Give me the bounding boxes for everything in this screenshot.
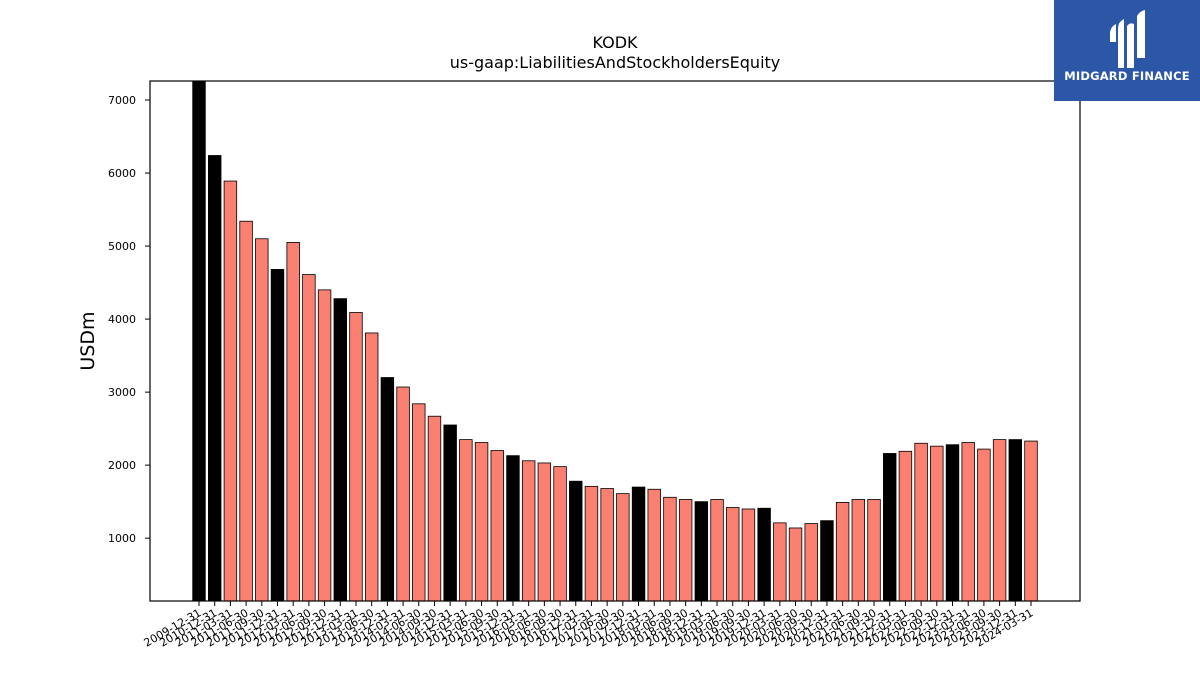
bar-2013-03-31 xyxy=(349,312,363,602)
bar-2015-06-30 xyxy=(474,442,489,602)
bar-2020-06-30 xyxy=(788,527,803,602)
bar-2012-09-30 xyxy=(317,289,332,602)
bar-2019-03-31 xyxy=(710,499,724,602)
bar-2020-12-31 xyxy=(820,520,834,602)
bar-2011-06-30 xyxy=(239,220,253,602)
y-axis: 1000 2000 3000 4000 5000 6000 7000 xyxy=(108,94,150,545)
bar-2023-06-30 xyxy=(977,448,991,602)
bar-2020-09-30 xyxy=(804,523,818,602)
bar-2019-09-30 xyxy=(741,508,756,602)
bar-2023-09-30 xyxy=(992,439,1007,602)
bar-2018-12-31 xyxy=(694,501,709,602)
bar-2018-09-30 xyxy=(678,499,693,602)
bar-2014-03-31 xyxy=(396,386,410,602)
y-tick-label: 5000 xyxy=(108,240,136,253)
bar-2021-12-31 xyxy=(883,453,897,602)
bar-2016-09-30 xyxy=(553,466,567,602)
y-tick-label: 6000 xyxy=(108,167,136,180)
bar-2019-12-31 xyxy=(757,507,771,602)
bar-2015-12-31 xyxy=(506,455,520,602)
bar-2014-12-31 xyxy=(443,424,457,602)
bar-2016-12-31 xyxy=(569,480,583,602)
bar-2011-12-31 xyxy=(270,269,285,602)
brand-name: MIDGARD FINANCE xyxy=(1064,69,1190,83)
y-tick-label: 3000 xyxy=(108,386,136,399)
bar-2023-03-31 xyxy=(961,442,975,602)
bar-2017-03-31 xyxy=(584,485,599,602)
bar-2024-03-31 xyxy=(1024,440,1038,602)
plot-frame xyxy=(149,80,1081,602)
bar-2022-09-30 xyxy=(930,445,944,602)
y-axis-label: USDm xyxy=(77,311,99,370)
bar-2022-03-31 xyxy=(898,450,913,602)
bar-2017-06-30 xyxy=(600,488,614,602)
bar-2015-03-31 xyxy=(459,439,473,602)
bar-2009-12-31 xyxy=(192,80,206,602)
chart-subtitle: us-gaap:LiabilitiesAndStockholdersEquity xyxy=(450,53,781,72)
bar-2011-09-30 xyxy=(255,238,269,602)
bar-2012-06-30 xyxy=(302,274,316,602)
x-axis: 2009-12-312010-12-312011-03-312011-06-30… xyxy=(142,601,1036,650)
bar-2012-12-31 xyxy=(333,298,347,602)
bar-2015-09-30 xyxy=(490,450,504,602)
y-tick-label: 2000 xyxy=(108,459,136,472)
bar-2017-12-31 xyxy=(631,486,646,602)
y-tick-label: 1000 xyxy=(108,532,136,545)
bar-2013-06-30 xyxy=(364,332,379,602)
bar-2016-06-30 xyxy=(537,462,552,602)
bar-2019-06-30 xyxy=(726,507,740,602)
brand-logo: MIDGARD FINANCE xyxy=(1054,0,1200,101)
bar-2021-03-31 xyxy=(835,501,850,602)
bar-2013-12-31 xyxy=(380,377,395,602)
bars-group xyxy=(192,80,1038,602)
bar-2016-03-31 xyxy=(521,460,536,602)
bar-2020-03-31 xyxy=(773,522,787,602)
bar-2012-03-31 xyxy=(286,241,300,602)
bar-2018-03-31 xyxy=(647,488,661,602)
bar-2017-09-30 xyxy=(616,493,630,602)
bar-2010-12-31 xyxy=(207,155,222,602)
bar-2022-12-31 xyxy=(945,444,960,602)
bar-2011-03-31 xyxy=(223,180,238,602)
chart-title: KODK xyxy=(592,33,638,52)
bar-2014-09-30 xyxy=(427,415,442,602)
bar-2022-06-30 xyxy=(914,442,928,602)
bar-2014-06-30 xyxy=(412,403,426,602)
bar-2023-12-31 xyxy=(1008,439,1023,602)
bar-2021-09-30 xyxy=(867,499,881,602)
y-tick-label: 4000 xyxy=(108,313,136,326)
bar-2021-06-30 xyxy=(851,499,866,602)
midgard-logo-icon xyxy=(1110,10,1145,68)
bar-2018-06-30 xyxy=(663,496,677,602)
y-tick-label: 7000 xyxy=(108,94,136,107)
